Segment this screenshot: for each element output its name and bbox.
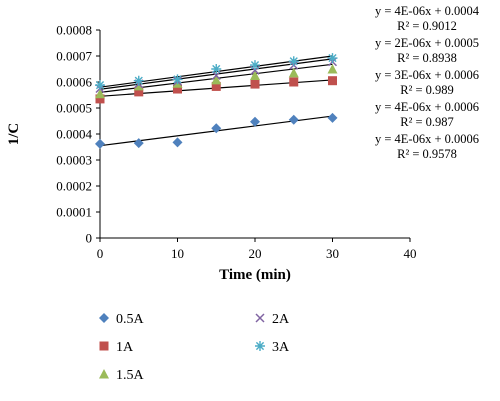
y-tick-label: 0.0001	[56, 205, 92, 220]
legend-label: 2A	[272, 312, 290, 327]
data-point	[211, 81, 221, 91]
data-point	[134, 87, 144, 97]
data-point	[172, 137, 183, 148]
data-point	[288, 67, 299, 78]
x-tick-label: 20	[249, 246, 262, 261]
data-point	[327, 112, 338, 123]
x-tick-labels: 0 10 20 30 40	[97, 238, 417, 261]
data-point	[133, 75, 144, 86]
r-squared-value: R² = 0.989	[400, 83, 454, 97]
x-tick-label: 10	[171, 246, 184, 261]
trendline-equation: y = 3E-06x + 0.0006	[375, 68, 479, 82]
legend-label: 1A	[116, 340, 134, 355]
data-point	[95, 138, 105, 149]
legend-item-1-5a: 1.5A	[99, 368, 145, 383]
data-point	[250, 116, 260, 127]
x-tick-label: 30	[326, 246, 339, 261]
data-point	[211, 70, 221, 81]
series-1a	[95, 76, 337, 104]
data-point	[250, 79, 260, 89]
data-point	[133, 138, 144, 149]
data-point	[173, 84, 182, 94]
data-point	[289, 77, 299, 87]
series-0-5a	[95, 112, 338, 149]
data-point	[250, 70, 260, 80]
data-point	[95, 94, 105, 104]
y-axis-title: 1/C	[6, 123, 22, 146]
data-point	[95, 88, 105, 99]
legend-marker	[255, 313, 265, 323]
r-squared-value: R² = 0.9012	[397, 19, 457, 33]
y-tick-label: 0.0005	[56, 101, 92, 116]
legend-label: 0.5A	[116, 312, 145, 327]
data-point	[288, 56, 299, 67]
y-tick-label: 0.0007	[56, 49, 92, 64]
legend: 0.5A 1A 1.5A 2A 3A	[99, 312, 290, 383]
x-axis-title: Time (min)	[219, 267, 291, 283]
series-3a	[95, 53, 338, 91]
legend-item-2a: 2A	[255, 312, 290, 327]
data-point	[328, 76, 337, 86]
legend-label: 3A	[272, 340, 290, 355]
trendline-equation: y = 4E-06x + 0.0004	[375, 4, 480, 18]
data-point	[250, 60, 260, 71]
y-tick-labels: 0 0.0001 0.0002 0.0003 0.0004 0.0005 0.0006 0.0…	[56, 23, 100, 246]
data-point	[211, 123, 222, 134]
r-squared-value: R² = 0.9578	[397, 147, 457, 161]
series-2a	[95, 57, 338, 94]
data-point	[288, 114, 299, 125]
r-squared-value: R² = 0.8938	[397, 51, 457, 65]
legend-marker	[255, 341, 265, 351]
x-tick-label: 40	[404, 246, 417, 261]
y-tick-label: 0	[86, 231, 93, 246]
data-point	[327, 53, 338, 64]
legend-item-1a: 1A	[99, 340, 134, 355]
y-tick-label: 0.0008	[56, 23, 92, 38]
data-point	[327, 64, 338, 74]
y-tick-label: 0.0006	[56, 75, 92, 90]
legend-marker	[99, 341, 109, 351]
r-squared-value: R² = 0.987	[400, 115, 454, 129]
legend-label: 1.5A	[116, 368, 145, 383]
legend-item-3a: 3A	[255, 340, 290, 355]
data-point	[172, 74, 183, 85]
trendline-equation: y = 4E-06x + 0.0006	[375, 132, 479, 146]
x-tick-label: 0	[97, 246, 104, 261]
y-tick-label: 0.0003	[56, 153, 92, 168]
legend-marker	[99, 313, 109, 323]
y-tick-label: 0.0002	[56, 179, 92, 194]
data-markers	[95, 53, 338, 149]
legend-item-0-5a: 0.5A	[99, 312, 145, 327]
trendline-equation: y = 2E-06x + 0.0005	[375, 36, 479, 50]
data-point	[211, 74, 222, 85]
trendline-equation: y = 4E-06x + 0.0006	[375, 100, 479, 114]
data-point	[95, 80, 105, 91]
y-tick-label: 0.0004	[56, 127, 92, 142]
legend-marker	[99, 369, 109, 379]
data-point	[211, 64, 222, 74]
